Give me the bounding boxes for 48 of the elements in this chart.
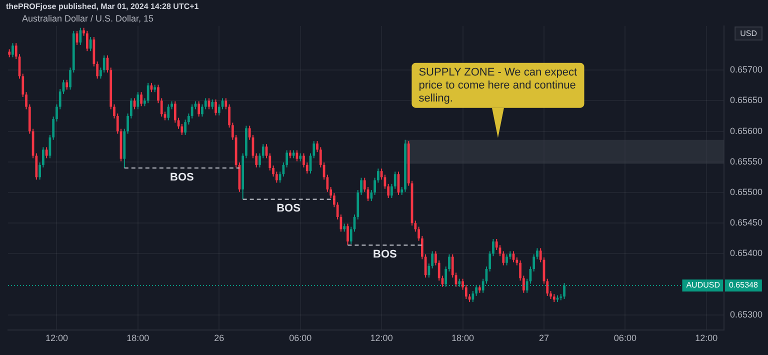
candlestick [102,54,106,74]
candlestick [133,98,136,110]
candlestick [190,104,194,119]
x-tick-label: 06:00 [289,333,312,344]
x-tick-label: 12:00 [370,333,393,344]
x-tick-label: 18:00 [452,333,474,344]
annotation: SUPPLY ZONE - We can expect price to come here and continue selling. [418,66,578,104]
x-tick-label: 27 [538,333,549,344]
x-tick-label: 18:00 [126,333,150,344]
x-tick-label: 26 [214,333,224,344]
candlestick [472,290,474,303]
y-tick-label: 0.65550 [730,156,763,166]
ref-line-label: AUDUSD [686,280,720,290]
y-tick-label: 0.65700 [730,64,763,75]
y-tick-label: 0.65600 [730,126,763,136]
candlestick [204,98,207,110]
candlestick [198,100,200,118]
candlestick [45,146,48,159]
candlestick [12,42,14,58]
annotation: 0.65348 [729,280,758,290]
candlestick [86,30,88,52]
text: thePROFjose published, Mar 01, 2024 14:28 UTC+1 [6,2,200,12]
y-tick-label: 0.65650 [730,95,763,106]
candlestick [214,98,217,116]
y-tick-label: 0.65300 [730,309,763,320]
candlestick [512,250,515,263]
candlestick [346,223,349,246]
candlestick [79,27,82,46]
candlestick [211,98,214,110]
y-tick-label: 0.65450 [730,218,763,228]
candlestick [66,79,68,90]
candlestick [208,98,210,110]
candlestick [296,150,298,162]
y-tick-label: 0.65400 [730,248,763,258]
ref-line-label: BOS [276,202,300,215]
ref-line-label: BOS [170,172,194,184]
candlestick [221,98,224,110]
chart-title: Australian Dollar / U.S. Dollar, 15 [22,13,154,24]
y-tick-label: 0.65500 [730,186,763,197]
x-tick-label: 12:00 [695,333,718,344]
candlestick [506,254,508,266]
y-axis-title: USD [740,29,758,38]
ref-line-label: BOS [373,248,397,261]
x-tick-label: 06:00 [614,333,636,344]
candlestick [140,92,143,107]
candlestick [167,104,170,121]
x-tick-label: 12:00 [45,333,68,344]
candlestick [146,82,150,104]
